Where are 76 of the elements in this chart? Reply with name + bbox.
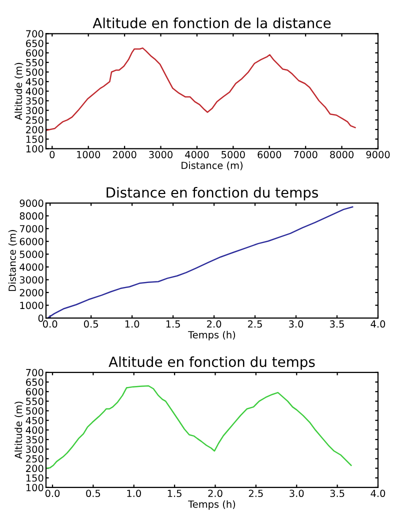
- x-axis-title: Temps (h): [188, 500, 236, 510]
- y-tick-label: 9000: [20, 200, 44, 207]
- y-tick-label: 650: [26, 40, 44, 48]
- chart-title: Altitude en fonction de la distance: [92, 18, 331, 28]
- x-tick-label: 7000: [294, 150, 318, 158]
- y-tick-label: 3000: [20, 276, 44, 284]
- y-tick-label: 250: [26, 455, 44, 463]
- x-tick-label: 3.5: [330, 320, 344, 328]
- x-tick-label: 2.0: [208, 490, 222, 498]
- y-tick-label: 4000: [20, 263, 44, 271]
- y-tick-label: 1000: [20, 302, 44, 310]
- y-tick-label: 600: [26, 388, 44, 396]
- y-tick-label: 0: [38, 314, 44, 322]
- y-tick-label: 5000: [20, 250, 44, 258]
- y-tick-label: 500: [26, 407, 44, 415]
- x-tick-label: 1.5: [168, 490, 182, 498]
- y-axis-title: Distance (m): [8, 230, 18, 291]
- y-tick-label: 300: [26, 446, 44, 453]
- x-tick-label: 8000: [330, 150, 354, 158]
- y-tick-label: 150: [26, 474, 44, 482]
- chart-title: Altitude en fonction du temps: [108, 356, 315, 370]
- x-tick-label: 2.5: [248, 490, 263, 498]
- y-tick-label: 350: [26, 436, 44, 444]
- x-tick-label: 4.0: [370, 320, 386, 328]
- y-tick-label: 550: [26, 398, 44, 406]
- line-series: [47, 206, 354, 318]
- y-tick-label: 700: [26, 368, 44, 376]
- y-tick-label: 150: [26, 136, 44, 143]
- y-tick-label: 700: [26, 30, 44, 38]
- line-series: [46, 47, 356, 132]
- y-tick-label: 100: [26, 145, 44, 152]
- x-tick-label: 2.5: [248, 320, 262, 328]
- y-tick-label: 200: [26, 126, 44, 134]
- x-tick-label: 3000: [149, 150, 172, 158]
- x-tick-label: 1.0: [125, 320, 140, 328]
- y-tick-label: 200: [26, 464, 44, 472]
- x-axis-title: Temps (h): [188, 330, 236, 340]
- line-series: [46, 385, 352, 469]
- x-tick-label: 3.0: [290, 490, 304, 498]
- x-tick-label: 0.5: [84, 320, 98, 328]
- x-tick-label: 1.0: [127, 490, 141, 498]
- y-tick-label: 500: [26, 68, 44, 76]
- x-tick-label: 1.5: [166, 320, 180, 328]
- y-axis-title: Altitude (m): [14, 402, 24, 459]
- y-tick-label: 400: [26, 426, 44, 434]
- x-tick-label: 0.5: [86, 490, 100, 498]
- x-tick-label: 3.5: [330, 490, 344, 498]
- y-tick-label: 350: [26, 97, 44, 105]
- y-tick-label: 300: [26, 106, 44, 114]
- x-axis-title: Distance (m): [182, 162, 242, 170]
- x-tick-label: 3.0: [289, 320, 304, 328]
- y-tick-label: 6000: [20, 238, 44, 246]
- y-tick-label: 600: [26, 49, 44, 57]
- x-tick-label: 1000: [77, 150, 100, 158]
- x-tick-label: 6000: [258, 150, 282, 158]
- y-axis-title: Altitude (m): [14, 62, 24, 120]
- x-tick-label: 0.0: [45, 490, 60, 498]
- y-tick-label: 7000: [20, 225, 44, 232]
- x-tick-label: 5000: [222, 150, 245, 158]
- y-tick-label: 450: [26, 78, 44, 86]
- x-tick-label: 0.0: [43, 320, 58, 328]
- x-tick-label: 9000: [366, 150, 390, 158]
- y-tick-label: 100: [26, 484, 44, 492]
- x-tick-label: 2.0: [207, 320, 222, 328]
- chart-title: Distance en fonction du temps: [106, 186, 318, 200]
- y-tick-label: 450: [26, 416, 44, 424]
- x-tick-label: 0: [50, 150, 55, 158]
- x-tick-label: 2000: [112, 150, 136, 158]
- x-tick-label: 4.0: [370, 490, 386, 498]
- y-tick-label: 550: [26, 58, 44, 66]
- x-tick-label: 4000: [185, 150, 209, 158]
- y-tick-label: 250: [26, 116, 44, 124]
- y-tick-label: 400: [26, 88, 44, 95]
- y-tick-label: 2000: [20, 288, 44, 296]
- y-tick-label: 8000: [20, 212, 44, 220]
- y-tick-label: 650: [26, 378, 44, 386]
